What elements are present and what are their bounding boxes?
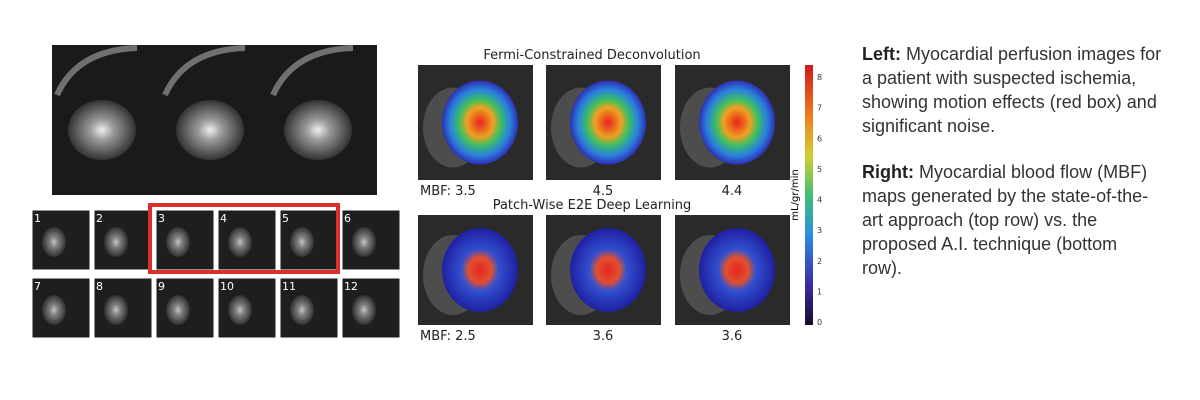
frame-number: 3 [158,212,165,225]
mbf-map [442,228,518,312]
frame-number: 2 [96,212,103,225]
caption-heading: Left: [862,44,901,64]
mbf-label: 4.4 [722,184,743,199]
motion-box [148,203,340,274]
caption-paragraph: Right: Myocardial blood flow (MBF) maps … [862,160,1162,280]
caption-text: Myocardial perfusion images for a patien… [862,44,1162,136]
row-title: Patch-Wise E2E Deep Learning [493,198,692,213]
frame-heart [42,295,66,325]
perfusion-images: 1 2 3 4 5 67 8 9 10 11 12 [31,45,401,339]
mbf-map [570,80,646,165]
frame-number: 1 [34,212,41,225]
mbf-label: MBF: 3.5 [420,184,476,199]
mbf-label: 4.5 [593,184,614,199]
frame-number: 4 [220,212,227,225]
colorbar-label: mL/gr/min [790,169,801,220]
colorbar-tick: 7 [817,104,822,113]
heart [68,100,136,160]
frame-number: 8 [96,280,103,293]
colorbar-tick: 5 [817,165,822,174]
caption-text: Myocardial blood flow (MBF) maps generat… [862,162,1149,278]
frame-number: 10 [220,280,234,293]
colorbar-tick: 6 [817,134,822,143]
frame-number: 9 [158,280,165,293]
frame-heart [166,295,190,325]
colorbar-tick: 4 [817,196,822,205]
frame-heart [290,295,314,325]
frame-heart [352,295,376,325]
caption-paragraph: Left: Myocardial perfusion images for a … [862,42,1162,138]
mbf-maps: Fermi-Constrained Deconvolution MBF: 3.5 4… [418,48,790,344]
mbf-map [699,80,775,165]
chest-wall [162,45,246,97]
colorbar [805,65,813,325]
frame-heart [104,227,128,257]
frame-heart [42,227,66,257]
frame-number: 12 [344,280,358,293]
frame-heart [166,227,190,257]
heart [176,100,244,160]
mbf-label: MBF: 2.5 [420,329,476,344]
chest-wall [54,45,138,97]
mbf-map [442,80,518,165]
frame-number: 11 [282,280,296,293]
colorbar-tick: 0 [817,318,822,327]
colorbar-tick: 2 [817,257,822,266]
frame-heart [104,295,128,325]
heart [284,100,352,160]
colorbar-tick: 8 [817,73,822,82]
frame-number: 6 [344,212,351,225]
row-title: Fermi-Constrained Deconvolution [483,48,700,63]
frame-heart [228,227,252,257]
frame-heart [228,295,252,325]
caption: Left: Myocardial perfusion images for a … [862,42,1162,302]
chest-wall [270,45,354,97]
frame-heart [352,227,376,257]
frame [31,209,91,271]
mbf-label: 3.6 [593,329,614,344]
frame-heart [290,227,314,257]
mbf-map [699,228,775,312]
colorbar-tick: 1 [817,287,822,296]
colorbar-tick: 3 [817,226,822,235]
caption-heading: Right: [862,162,914,182]
figure: 1 2 3 4 5 67 8 9 10 11 12 Fermi-Constrained Deconv… [31,45,822,344]
mbf-map [570,228,646,312]
frame-number: 7 [34,280,41,293]
mbf-label: 3.6 [722,329,743,344]
frame-number: 5 [282,212,289,225]
